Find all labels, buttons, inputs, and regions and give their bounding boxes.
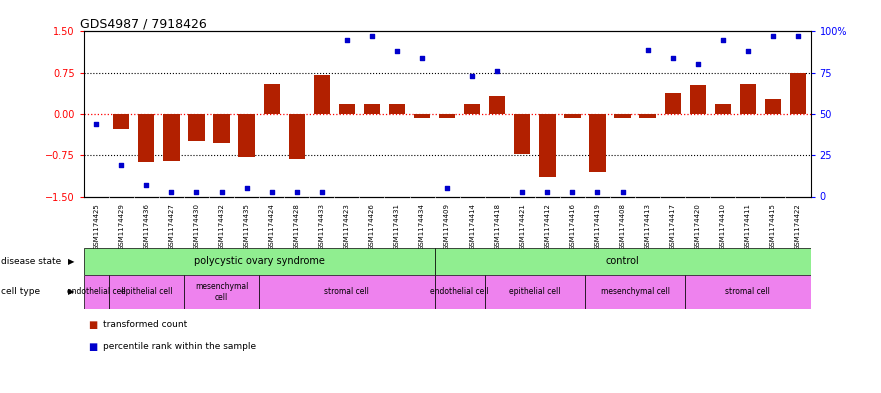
Text: mesenchymal
cell: mesenchymal cell [195,282,248,301]
Text: epithelial cell: epithelial cell [509,287,560,296]
Point [766,33,780,40]
Point [490,68,504,74]
Point [715,37,729,43]
Bar [714,104,731,114]
Bar [314,75,330,114]
Point [290,188,304,195]
Point [365,33,379,40]
Text: ▶: ▶ [69,287,75,296]
Text: disease state: disease state [1,257,61,266]
Bar [434,248,811,275]
Text: percentile rank within the sample: percentile rank within the sample [103,342,256,351]
Bar [564,114,581,118]
Bar [113,114,130,129]
Bar [589,114,605,172]
Point [590,188,604,195]
Text: stromal cell: stromal cell [324,287,369,296]
Point [640,46,655,53]
Text: polycystic ovary syndrome: polycystic ovary syndrome [194,256,324,266]
Bar [464,104,480,114]
Text: ■: ■ [88,342,97,352]
Point [189,188,204,195]
Bar [289,114,305,159]
Point [139,182,153,188]
Bar [765,99,781,114]
Bar [263,84,280,114]
Text: ■: ■ [88,320,97,330]
Bar [414,114,430,118]
Bar [138,114,154,162]
Bar [184,275,259,309]
Text: epithelial cell: epithelial cell [121,287,172,296]
Bar [338,104,355,114]
Point [115,162,129,168]
Bar [434,275,485,309]
Text: GDS4987 / 7918426: GDS4987 / 7918426 [80,17,207,30]
Point [791,33,805,40]
Bar [259,275,434,309]
Bar [740,84,756,114]
Bar [664,93,681,114]
Text: transformed count: transformed count [103,320,188,329]
Point [666,55,680,61]
Bar [439,114,455,118]
Point [340,37,354,43]
Bar [585,275,685,309]
Point [415,55,429,61]
Bar [515,114,530,154]
Point [540,188,554,195]
Point [741,48,755,54]
Bar [389,104,405,114]
Point [165,188,179,195]
Bar [108,275,184,309]
Text: ▶: ▶ [69,257,75,266]
Point [440,185,454,191]
Bar [84,248,434,275]
Point [515,188,529,195]
Bar [485,275,585,309]
Point [390,48,404,54]
Text: stromal cell: stromal cell [725,287,770,296]
Text: control: control [605,256,640,266]
Bar [690,85,706,114]
Bar [614,114,631,118]
Point [566,188,580,195]
Bar [213,114,230,143]
Bar [685,275,811,309]
Bar [163,114,180,161]
Text: cell type: cell type [1,287,40,296]
Bar [239,114,255,157]
Bar [189,114,204,141]
Bar [790,73,806,114]
Point [214,188,228,195]
Point [89,121,103,127]
Point [315,188,329,195]
Bar [84,275,108,309]
Bar [489,96,506,114]
Point [691,61,705,68]
Point [264,188,278,195]
Bar [364,104,380,114]
Bar [640,114,655,118]
Text: mesenchymal cell: mesenchymal cell [601,287,670,296]
Point [240,185,254,191]
Bar [539,114,556,177]
Text: endothelial cell: endothelial cell [67,287,126,296]
Point [616,188,630,195]
Text: endothelial cell: endothelial cell [430,287,489,296]
Point [465,73,479,79]
